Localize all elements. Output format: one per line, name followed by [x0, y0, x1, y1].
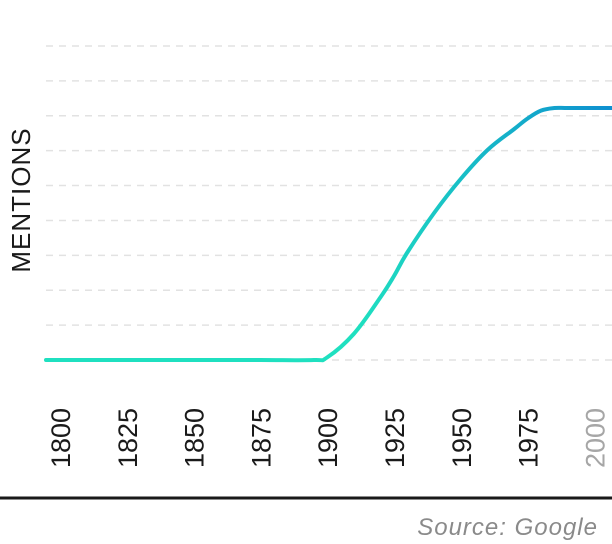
source-note: Source: Google	[417, 514, 598, 541]
x-tick-label: 1950	[447, 408, 477, 468]
x-tick-label: 1825	[113, 408, 143, 468]
series-group	[44, 105, 612, 363]
x-tick-label: 1800	[46, 408, 76, 468]
x-axis-ticks: 1800 1825 1850 1875 1900 1925 1950 1975 2000	[46, 408, 610, 468]
x-tick-label: 1900	[313, 408, 343, 468]
x-tick-label: 1975	[514, 408, 544, 468]
gridlines	[46, 45, 612, 361]
x-tick-label: 2000	[580, 408, 610, 468]
y-axis-label: MENTIONS	[6, 127, 36, 272]
x-tick-label: 1925	[380, 408, 410, 468]
series-line	[44, 105, 612, 363]
x-tick-label: 1875	[246, 408, 276, 468]
x-tick-label: 1850	[180, 408, 210, 468]
